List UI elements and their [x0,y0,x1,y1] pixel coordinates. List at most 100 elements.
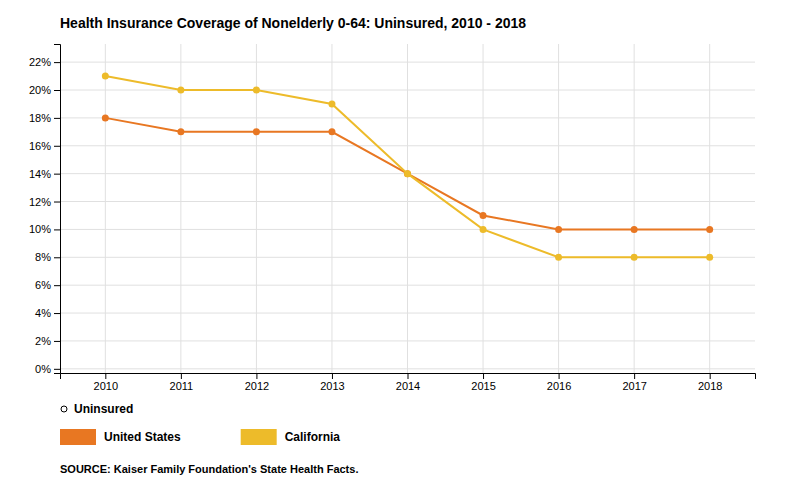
y-tick: 20% [29,84,60,96]
y-tick-mark [54,90,60,91]
x-tick: 2016 [547,373,571,392]
series-point [328,128,335,135]
legend-label: United States [104,430,181,444]
series-point [555,226,562,233]
legend-swatch [60,429,96,445]
x-tick-mark [408,373,409,379]
y-axis-line [54,45,61,374]
y-tick: 12% [29,196,60,208]
y-axis: 0% 2% 4% 6% 8% 10% 12% 14% 16% 18% 20% 22% [29,45,61,375]
legend-label: California [285,430,341,444]
y-tick-mark [54,257,60,258]
series-point [706,254,713,261]
x-tick-label: 2015 [471,380,495,392]
series-point [253,128,260,135]
x-tick: 2011 [170,373,194,392]
series-point [253,87,260,94]
x-tick-label: 2016 [547,380,571,392]
y-tick: 0% [35,363,60,375]
y-tick: 16% [29,140,60,152]
x-tick-label: 2014 [396,380,420,392]
legend-bullet [61,406,67,412]
title: Health Insurance Coverage of Nonelderly … [60,15,526,31]
y-tick-mark [54,369,60,370]
y-tick-label: 2% [35,335,51,347]
grid-line-x [105,44,106,373]
x-tick: 2017 [622,373,646,392]
x-tick-mark [105,373,106,379]
y-tick-mark [54,341,60,342]
series-point [102,73,109,80]
y-tick: 10% [29,223,60,235]
y-tick: 8% [35,251,60,263]
y-tick-label: 20% [29,84,51,96]
x-tick-label: 2010 [94,380,118,392]
grid [60,44,755,373]
y-tick: 22% [29,56,60,68]
x-tick-mark [256,373,257,379]
x-tick-label: 2012 [245,380,269,392]
series-point [177,128,184,135]
marks [102,73,713,261]
grid-line-x [407,44,408,373]
series-line [105,76,709,257]
y-tick-label: 22% [29,56,51,68]
grid-line-x [331,44,332,373]
series-point [404,170,411,177]
legend-title: Uninsured [74,402,133,416]
x-tick: 2015 [471,373,495,392]
plot-area: 2010 2011 2012 2013 2014 2015 2016 2017 2018 0% 2%… [29,44,756,392]
x-tick-label: 2013 [320,380,344,392]
y-tick-label: 4% [35,307,51,319]
y-tick: 6% [35,279,60,291]
x-tick-mark [181,373,182,379]
x-tick-label: 2017 [622,380,646,392]
series-line [105,118,709,230]
y-tick-mark [54,118,60,119]
y-tick-label: 0% [35,363,51,375]
chart: 2010 2011 2012 2013 2014 2015 2016 2017 2018 0% 2%… [0,0,785,493]
series-point [404,170,411,177]
y-tick-label: 8% [35,251,51,263]
x-tick-mark [483,373,484,379]
x-axis: 2010 2011 2012 2013 2014 2015 2016 2017 2018 [61,373,756,392]
x-tick-label: 2018 [698,380,722,392]
y-tick-label: 6% [35,279,51,291]
series-point [177,87,184,94]
x-tick-mark [710,373,711,379]
y-tick-label: 18% [29,112,51,124]
y-tick-mark [54,146,60,147]
x-tick: 2018 [698,373,722,392]
series-point [102,114,109,121]
series-point [328,100,335,107]
y-tick-label: 10% [29,223,51,235]
y-tick-label: 16% [29,140,51,152]
y-tick-label: 12% [29,196,51,208]
x-tick-mark [634,373,635,379]
y-tick: 4% [35,307,60,319]
series-point [631,226,638,233]
series-point [480,226,487,233]
source: SOURCE: Kaiser Family Foundation's State… [60,463,358,475]
x-tick: 2010 [94,373,118,392]
grid-line-x [483,44,484,373]
y-tick: 18% [29,112,60,124]
series-point [555,254,562,261]
y-tick-mark [54,62,60,63]
y-tick-mark [54,313,60,314]
y-tick-label: 14% [29,168,51,180]
grid-line-x [634,44,635,373]
x-tick: 2014 [396,373,420,392]
grid-line-x [709,44,710,373]
legend: Uninsured United States California [60,402,340,445]
legend-swatch [241,429,277,445]
x-axis-line [61,374,756,380]
x-tick-mark [559,373,560,379]
y-tick-mark [54,174,60,175]
grid-line-x [558,44,559,373]
y-tick-mark [54,229,60,230]
x-tick: 2012 [245,373,269,392]
x-tick-mark [332,373,333,379]
y-tick: 14% [29,168,60,180]
x-tick-label: 2011 [170,380,194,392]
